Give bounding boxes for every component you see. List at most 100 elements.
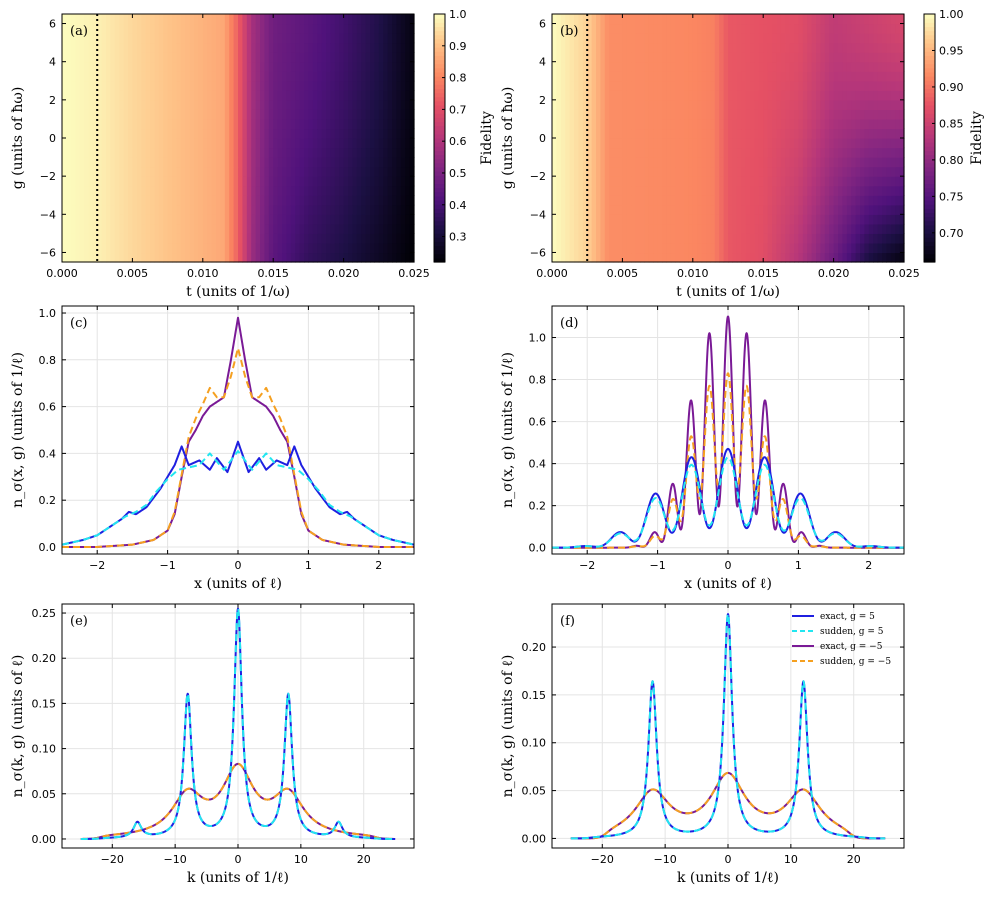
heatmap-cell bbox=[565, 42, 571, 53]
heatmap-cell bbox=[613, 185, 619, 196]
heatmap-cell bbox=[851, 166, 857, 177]
heatmap-cell bbox=[714, 176, 720, 187]
heatmap-cell bbox=[728, 147, 733, 158]
heatmap-cell bbox=[899, 80, 905, 91]
heatmap-cell bbox=[268, 14, 274, 25]
heatmap-cell bbox=[154, 233, 160, 244]
heatmap-cell bbox=[864, 118, 870, 130]
heatmap-cell bbox=[321, 176, 327, 187]
heatmap-cell bbox=[706, 71, 711, 82]
heatmap-cell bbox=[882, 214, 887, 225]
heatmap-cell bbox=[706, 166, 711, 177]
heatmap-cell bbox=[361, 14, 367, 25]
heatmap-cell bbox=[405, 185, 411, 196]
heatmap-cell bbox=[794, 33, 799, 44]
heatmap-cell bbox=[833, 252, 839, 263]
heatmap-cell bbox=[578, 99, 584, 110]
heatmap-cell bbox=[330, 128, 336, 139]
heatmap-cell bbox=[194, 52, 199, 63]
heatmap-cell bbox=[229, 109, 235, 120]
heatmap-cell bbox=[365, 99, 371, 110]
heatmap-cell bbox=[873, 176, 879, 187]
heatmap-cell bbox=[582, 233, 588, 244]
heatmap-cell bbox=[273, 99, 279, 110]
heatmap-cell bbox=[273, 23, 279, 34]
heatmap-cell bbox=[807, 80, 813, 91]
heatmap-cell bbox=[198, 61, 204, 72]
heatmap-cell bbox=[75, 166, 81, 177]
heatmap-cell bbox=[798, 33, 804, 44]
heatmap-cell bbox=[772, 14, 777, 25]
heatmap-cell bbox=[578, 52, 584, 63]
heatmap-cell bbox=[767, 242, 773, 254]
heatmap-cell bbox=[618, 166, 623, 177]
heatmap-cell bbox=[145, 109, 151, 120]
heatmap-cell bbox=[763, 195, 769, 206]
heatmap-cell bbox=[374, 61, 380, 72]
heatmap-cell bbox=[361, 90, 367, 101]
heatmap-cell bbox=[321, 185, 327, 196]
y-axis-label-b: g (units of ħω) bbox=[500, 87, 516, 190]
heatmap-cell bbox=[552, 185, 557, 196]
heatmap-cell bbox=[789, 233, 795, 244]
heatmap-cell bbox=[886, 42, 892, 53]
heatmap-cell bbox=[772, 138, 777, 149]
heatmap-cell bbox=[631, 166, 637, 177]
heatmap-cell bbox=[233, 166, 239, 177]
heatmap-cell bbox=[640, 252, 645, 263]
heatmap-cell bbox=[123, 52, 129, 63]
heatmap-cell bbox=[622, 157, 628, 168]
heatmap-cell bbox=[75, 157, 81, 168]
heatmap-cell bbox=[609, 80, 615, 91]
heatmap-cell bbox=[851, 233, 857, 244]
heatmap-cell bbox=[785, 14, 791, 25]
heatmap-cell bbox=[392, 176, 397, 187]
heatmap-cell bbox=[88, 128, 94, 139]
heatmap-cell bbox=[79, 33, 85, 44]
heatmap-cell bbox=[723, 233, 729, 244]
heatmap-cell bbox=[882, 157, 887, 168]
heatmap-cell bbox=[356, 33, 362, 44]
heatmap-cell bbox=[110, 138, 116, 149]
colorbar-cell bbox=[924, 257, 935, 263]
heatmap-cell bbox=[277, 233, 283, 244]
heatmap-cell bbox=[666, 23, 672, 34]
heatmap-cell bbox=[776, 52, 782, 63]
heatmap-cell bbox=[600, 204, 606, 215]
heatmap-cell bbox=[246, 214, 252, 225]
heatmap-cell bbox=[882, 61, 887, 72]
heatmap-cell bbox=[833, 185, 839, 196]
heatmap-cell bbox=[675, 138, 681, 149]
colorbar-cell bbox=[924, 55, 935, 61]
heatmap-cell bbox=[260, 61, 265, 72]
heatmap-cell bbox=[640, 242, 645, 254]
heatmap-cell bbox=[172, 223, 177, 234]
heatmap-cell bbox=[62, 23, 67, 34]
heatmap-cell bbox=[207, 118, 213, 130]
heatmap-cell bbox=[282, 99, 287, 110]
heatmap-cell bbox=[816, 99, 821, 110]
heatmap-cell bbox=[657, 214, 663, 225]
heatmap-cell bbox=[79, 242, 85, 254]
colorbar-cell bbox=[434, 212, 445, 218]
heatmap-cell bbox=[873, 90, 879, 101]
heatmap-cell bbox=[569, 128, 575, 139]
heatmap-cell bbox=[88, 42, 94, 53]
heatmap-cell bbox=[62, 157, 67, 168]
colorbar-cell bbox=[924, 204, 935, 209]
heatmap-cell bbox=[728, 118, 733, 130]
heatmap-cell bbox=[574, 99, 579, 110]
heatmap-cell bbox=[295, 252, 301, 263]
heatmap-cell bbox=[202, 242, 208, 254]
heatmap-cell bbox=[596, 147, 601, 158]
heatmap-cell bbox=[895, 214, 901, 225]
heatmap-cell bbox=[356, 147, 362, 158]
heatmap-cell bbox=[596, 128, 601, 139]
heatmap-cell bbox=[613, 214, 619, 225]
heatmap-cell bbox=[692, 118, 698, 130]
heatmap-cell bbox=[185, 99, 191, 110]
heatmap-cell bbox=[255, 33, 261, 44]
heatmap-cell bbox=[560, 166, 566, 177]
heatmap-cell bbox=[653, 109, 659, 120]
heatmap-cell bbox=[220, 223, 226, 234]
